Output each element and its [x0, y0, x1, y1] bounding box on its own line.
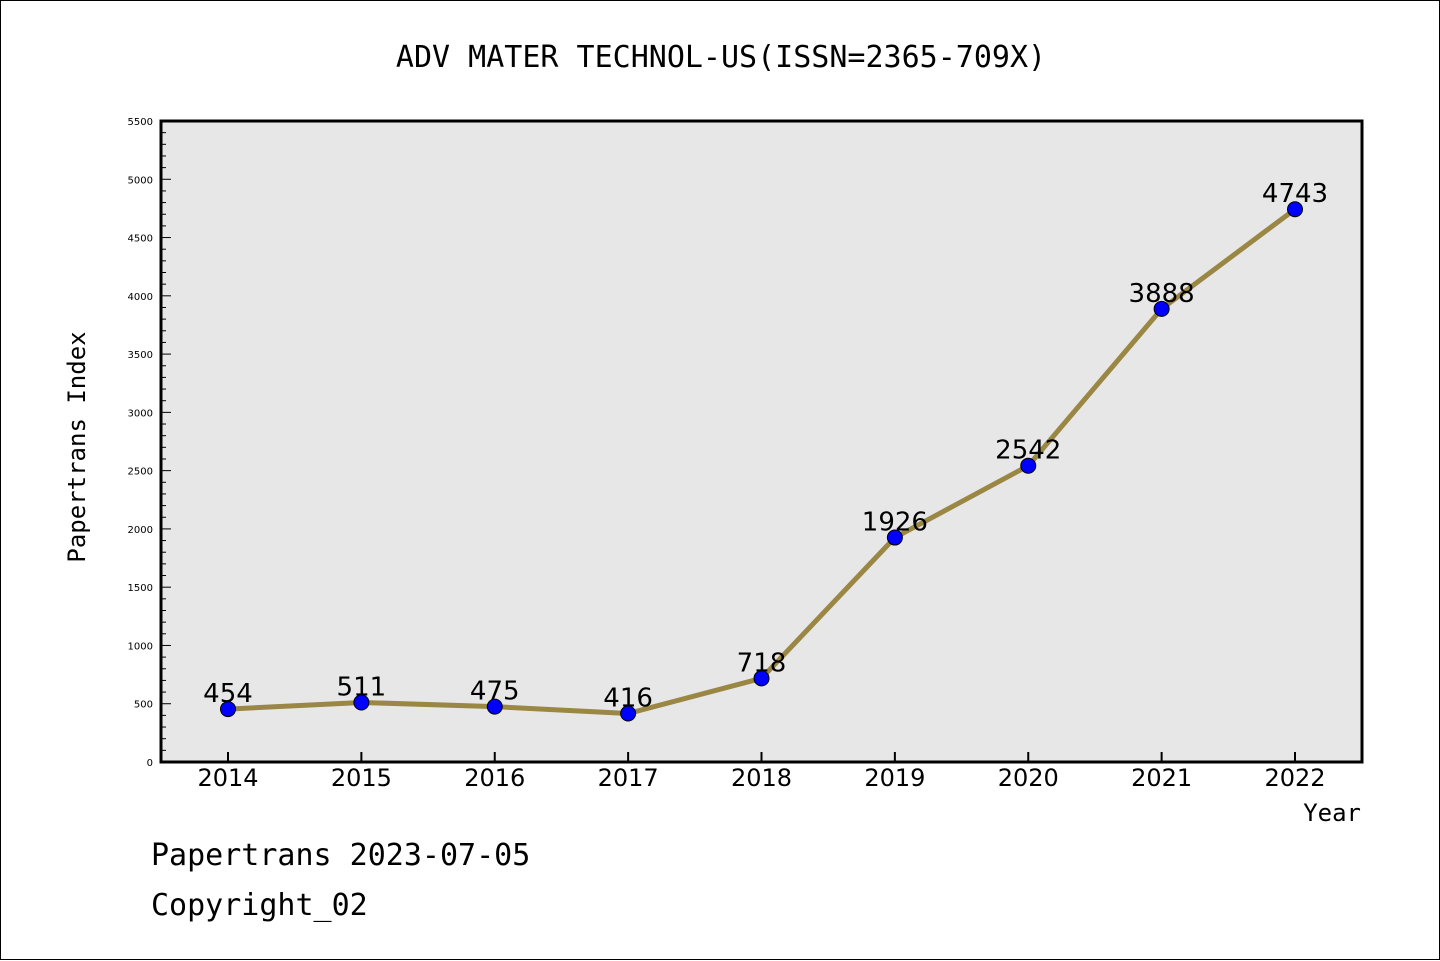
footer-date-text: Papertrans 2023-07-05 — [151, 838, 530, 873]
x-tick-label: 2018 — [731, 764, 792, 792]
x-tick-label: 2019 — [864, 764, 925, 792]
chart-title: ADV MATER TECHNOL-US(ISSN=2365-709X) — [396, 40, 1046, 75]
data-label: 4743 — [1262, 179, 1328, 209]
data-label: 1926 — [862, 508, 928, 538]
x-tick-label: 2015 — [331, 764, 392, 792]
x-axis-label: Year — [1303, 799, 1361, 827]
data-point — [353, 694, 370, 711]
x-tick-label: 2021 — [1131, 764, 1192, 792]
data-point — [753, 670, 770, 687]
y-axis-label: Papertrans Index — [63, 331, 91, 562]
y-tick-label: 0 — [147, 758, 153, 769]
data-label: 475 — [470, 677, 520, 707]
data-point — [620, 705, 637, 722]
y-tick-label: 1500 — [128, 583, 153, 594]
y-tick-label: 5500 — [128, 117, 153, 128]
y-tick-label: 2500 — [128, 467, 153, 478]
x-tick-label: 2017 — [598, 764, 659, 792]
y-tick-label: 1000 — [128, 641, 153, 652]
x-tick-label: 2022 — [1264, 764, 1325, 792]
data-point — [1153, 300, 1170, 317]
data-label: 3888 — [1129, 279, 1195, 309]
y-tick-label: 2000 — [128, 525, 153, 536]
y-axis-ticks: 0 500 1000 1500 2000 2500 3000 3500 4000 4500 5000… — [128, 117, 171, 769]
series-layer: 454 511 475 416 718 1926 2542 3888 4743 — [203, 179, 1328, 722]
data-label: 454 — [203, 679, 253, 709]
data-point — [886, 529, 903, 546]
data-point — [1020, 457, 1037, 474]
plot-area — [159, 119, 1364, 764]
data-label: 416 — [603, 684, 653, 714]
x-tick-label: 2014 — [197, 764, 258, 792]
y-tick-label: 3500 — [128, 350, 153, 361]
y-tick-label: 4000 — [128, 292, 153, 303]
data-label: 718 — [737, 648, 787, 678]
data-point — [486, 698, 503, 715]
y-tick-label: 5000 — [128, 175, 153, 186]
x-tick-label: 2016 — [464, 764, 525, 792]
footer-copyright-text: Copyright_02 — [151, 888, 368, 923]
data-point — [220, 701, 236, 718]
y-tick-label: 4500 — [128, 234, 153, 245]
x-axis-ticks: 2014 2015 2016 2017 2018 2019 2020 2021 2022 — [197, 752, 1326, 792]
data-label: 511 — [337, 672, 387, 702]
y-tick-label: 500 — [134, 700, 153, 711]
data-point — [1287, 201, 1303, 218]
y-tick-label: 3000 — [128, 408, 153, 419]
x-tick-label: 2020 — [998, 764, 1059, 792]
data-label: 2542 — [995, 436, 1061, 466]
